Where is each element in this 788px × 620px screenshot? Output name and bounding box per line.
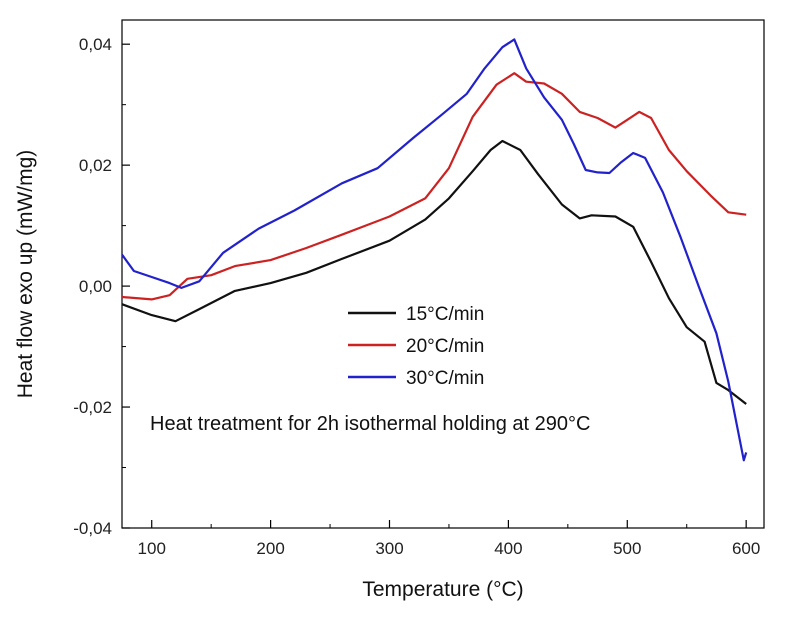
annotation-text: Heat treatment for 2h isothermal holding… xyxy=(150,413,590,435)
y-tick-label: 0,00 xyxy=(79,277,112,296)
y-axis-title: Heat flow exo up (mW/mg) xyxy=(14,150,37,399)
plot-area-frame xyxy=(121,19,765,529)
x-tick-label: 500 xyxy=(613,539,641,558)
legend-label: 30°C/min xyxy=(406,368,484,389)
axis-ticks xyxy=(122,43,747,529)
y-tick-label: -0,04 xyxy=(73,519,112,538)
x-axis-title: Temperature (°C) xyxy=(362,578,523,601)
legend-label: 20°C/min xyxy=(406,336,484,357)
legend-label: 15°C/min xyxy=(406,304,484,325)
x-tick-label: 600 xyxy=(732,539,760,558)
y-tick-label: 0,02 xyxy=(79,156,112,175)
axis-tick-labels: 100 200 300 400 500 600 -0,04 -0,02 0,00 0,02 0,04 xyxy=(73,35,760,558)
legend: 15°C/min 20°C/min 30°C/min xyxy=(348,304,484,389)
x-tick-label: 200 xyxy=(256,539,284,558)
y-tick-label: -0,02 xyxy=(73,398,112,417)
x-tick-label: 300 xyxy=(375,539,403,558)
series-line-3 xyxy=(121,38,748,462)
y-tick-label: 0,04 xyxy=(79,35,112,54)
series-line-1 xyxy=(121,139,747,405)
x-tick-label: 400 xyxy=(494,539,522,558)
series-lines xyxy=(121,38,748,462)
x-tick-label: 100 xyxy=(138,539,166,558)
series-line-2 xyxy=(121,72,747,301)
